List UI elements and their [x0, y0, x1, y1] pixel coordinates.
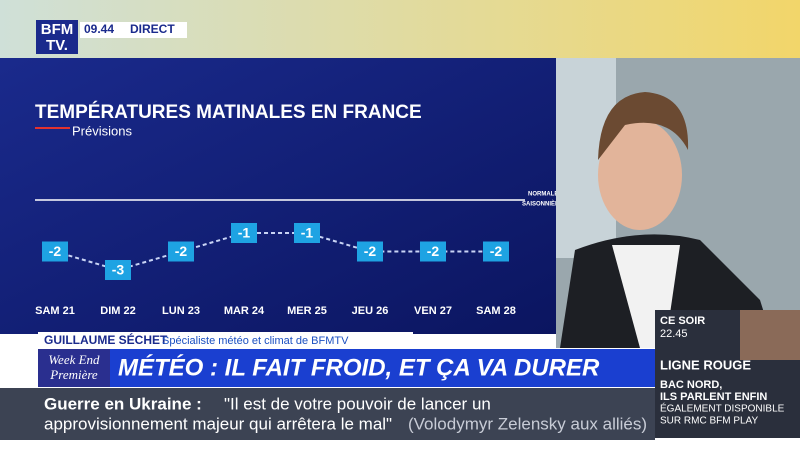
value-label: -1	[301, 225, 314, 241]
promo-photo	[740, 310, 800, 360]
promo-time: 22.45	[660, 328, 688, 340]
presenter-hair	[598, 92, 689, 160]
logo-bottom: TV.	[46, 37, 68, 54]
live-box	[80, 22, 187, 38]
name-strip	[38, 332, 413, 349]
value-box	[231, 223, 257, 243]
value-box	[357, 241, 383, 262]
x-tick-label: SAM 28	[476, 305, 516, 317]
promo-program: LIGNE ROUGE	[660, 357, 751, 372]
ticker-band	[0, 388, 655, 440]
ticker-attribution: (Volodymyr Zelensky aux alliés)	[408, 414, 647, 433]
value-box	[420, 241, 446, 262]
reference-label: SAISONNIÈRES	[522, 200, 567, 208]
headline: MÉTÉO : IL FAIT FROID, ET ÇA VA DURER	[118, 353, 600, 381]
value-box	[168, 241, 194, 262]
promo-subtitle: ILS PARLENT ENFIN	[660, 391, 767, 403]
chart-subtitle: Prévisions	[72, 123, 132, 138]
ticker-topic: Guerre en Ukraine :	[44, 394, 202, 413]
ticker-quote: approvisionnement majeur qui arrêtera le…	[44, 414, 392, 433]
chart-title: TEMPÉRATURES MATINALES EN FRANCE	[35, 101, 422, 123]
value-label: -3	[112, 262, 125, 278]
value-label: -1	[238, 225, 251, 241]
value-box	[294, 223, 320, 243]
promo-subtitle: BAC NORD,	[660, 379, 722, 391]
value-label: -2	[490, 243, 503, 259]
x-tick-label: JEU 26	[352, 305, 389, 317]
value-box	[42, 241, 68, 262]
live-label: DIRECT	[130, 22, 175, 36]
show-name: Première	[49, 367, 98, 382]
x-tick-label: SAM 21	[35, 305, 75, 317]
promo-availability: SUR RMC BFM PLAY	[660, 416, 758, 427]
ticker-quote: "Il est de votre pouvoir de lancer un	[224, 394, 491, 413]
x-tick-label: MER 25	[287, 305, 327, 317]
chart-panel	[0, 58, 556, 334]
value-label: -2	[49, 243, 62, 259]
time: 09.44	[84, 22, 114, 36]
value-label: -2	[427, 243, 440, 259]
show-logo	[38, 349, 110, 387]
chart: TEMPÉRATURES MATINALES EN FRANCE Prévisi…	[35, 101, 567, 317]
headline-band	[38, 349, 655, 387]
reference-label: NORMALES	[528, 192, 562, 198]
x-tick-label: MAR 24	[224, 305, 265, 317]
presenter-name: GUILLAUME SÉCHET	[44, 332, 168, 347]
show-name: Week End	[48, 352, 100, 367]
value-box	[483, 241, 509, 262]
presenter-role: Spécialiste météo et climat de BFMTV	[162, 335, 349, 347]
value-label: -2	[364, 243, 377, 259]
x-tick-label: VEN 27	[414, 305, 452, 317]
logo-top: BFM	[41, 21, 74, 38]
promo-availability: ÉGALEMENT DISPONIBLE	[660, 402, 785, 415]
presenter-face	[598, 120, 682, 230]
promo-when: CE SOIR	[660, 315, 705, 327]
x-tick-label: DIM 22	[100, 305, 135, 317]
value-label: -2	[175, 243, 188, 259]
x-tick-label: LUN 23	[162, 305, 200, 317]
value-box	[105, 260, 131, 280]
logo-box	[36, 20, 78, 54]
